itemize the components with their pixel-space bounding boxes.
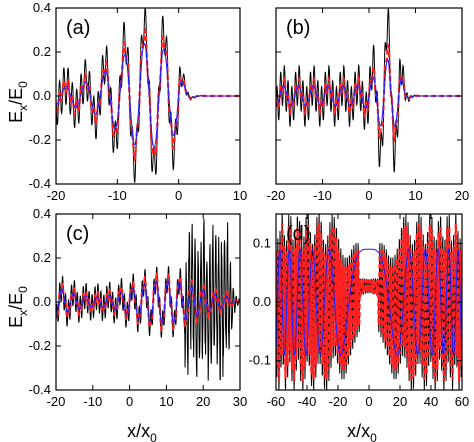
y-ticks: -0.4 -0.2 0.0 0.2 0.4	[29, 206, 240, 397]
xlabel-sub: 0	[150, 431, 157, 442]
x-tick-label: -20	[267, 188, 286, 203]
x-tick-label: 0	[365, 394, 372, 409]
x-tick-label: 10	[408, 188, 422, 203]
x-tick-label: -20	[47, 394, 66, 409]
panel-label: (a)	[66, 17, 90, 39]
x-tick-label: 20	[455, 188, 469, 203]
curves	[276, 214, 462, 390]
x-tick-label: -10	[83, 394, 102, 409]
x-ticks: -60 -40 -20 0 20 40 60	[267, 214, 469, 409]
xlabel-main: x/x	[127, 421, 150, 441]
x-axis-label-right: x/x0	[347, 421, 377, 442]
panels: -20 -10 0 10 -0.4 -0.2 0.0 0.2 0.4 (a) -20 -10 0 10 20…	[29, 0, 470, 409]
y-tick-label: -0.2	[29, 338, 51, 353]
y-tick-label: 0.2	[33, 250, 51, 265]
xlabel-sub: 0	[370, 431, 377, 442]
ylabel-mid: /E	[6, 293, 26, 310]
y-tick-label: 0.0	[33, 88, 51, 103]
panel-label: (d)	[286, 223, 310, 245]
y-tick-label: 0.2	[33, 44, 51, 59]
x-tick-label: -60	[267, 394, 286, 409]
ylabel-mid: /E	[6, 88, 26, 105]
y-tick-label: 0.1	[253, 235, 271, 250]
x-tick-label: 0	[126, 394, 133, 409]
x-ticks: -20 -10 0 10 20 30	[47, 214, 247, 409]
x-tick-label: 60	[455, 394, 469, 409]
y-tick-label: -0.2	[29, 132, 51, 147]
x-tick-label: 20	[196, 394, 210, 409]
y-axis-label-top: Ex/E0	[6, 81, 30, 123]
y-tick-label: 0.4	[33, 206, 51, 221]
curves	[56, 8, 240, 183]
y-tick-label: 0.0	[33, 294, 51, 309]
x-ticks: -20 -10 0 10 20	[267, 8, 469, 203]
y-ticks: -0.4 -0.2 0.0 0.2 0.4	[29, 0, 240, 191]
ylabel-main: E	[6, 316, 26, 328]
y-ticks: -0.1 0.0 0.1	[249, 235, 462, 368]
ylabel-sub1: x	[16, 105, 30, 111]
panel-d: -60 -40 -20 0 20 40 60 -0.1 0.0 0.1 (d)	[249, 213, 469, 409]
y-tick-label: -0.1	[249, 353, 271, 368]
x-tick-label: -20	[329, 394, 348, 409]
y-tick-label: -0.4	[29, 382, 51, 397]
x-tick-label: -10	[108, 188, 127, 203]
series-line-blue	[56, 42, 240, 149]
y-ticks	[276, 7, 462, 185]
x-tick-label: 10	[233, 188, 247, 203]
panel-label: (c)	[66, 223, 89, 245]
x-ticks: -20 -10 0 10	[47, 8, 247, 203]
panel-b: -20 -10 0 10 20 (b)	[267, 7, 469, 203]
x-tick-label: 10	[159, 394, 173, 409]
series-line-blue	[276, 247, 462, 357]
svg-text:Ex/E0: Ex/E0	[6, 81, 30, 123]
ylabel-sub2: 0	[16, 81, 30, 88]
y-tick-label: 0.0	[253, 294, 271, 309]
ylabel-sub1: x	[16, 310, 30, 316]
y-axis-label-bottom: Ex/E0	[6, 286, 30, 328]
panel-label: (b)	[286, 17, 310, 39]
curves	[56, 219, 240, 381]
x-tick-label: 20	[393, 394, 407, 409]
curves	[276, 8, 462, 173]
svg-text:Ex/E0: Ex/E0	[6, 286, 30, 328]
panel-c: -20 -10 0 10 20 30 -0.4 -0.2 0.0 0.2 0.4 (c)	[29, 206, 248, 409]
panel-a: -20 -10 0 10 -0.4 -0.2 0.0 0.2 0.4 (a)	[29, 0, 248, 203]
x-tick-label: 0	[175, 188, 182, 203]
x-axis-label-left: x/x0	[127, 421, 157, 442]
ylabel-sub2: 0	[16, 286, 30, 293]
x-tick-label: -20	[47, 188, 66, 203]
x-tick-label: -10	[313, 188, 332, 203]
x-tick-label: 0	[365, 188, 372, 203]
series-line-black	[56, 219, 240, 381]
x-tick-label: -40	[298, 394, 317, 409]
ylabel-main: E	[6, 111, 26, 123]
y-tick-label: -0.4	[29, 176, 51, 191]
y-tick-label: 0.4	[33, 0, 51, 15]
xlabel-main: x/x	[347, 421, 370, 441]
x-tick-label: 40	[424, 394, 438, 409]
series-line-blue	[276, 59, 462, 127]
series-line-blue	[56, 280, 240, 324]
x-tick-label: 30	[233, 394, 247, 409]
